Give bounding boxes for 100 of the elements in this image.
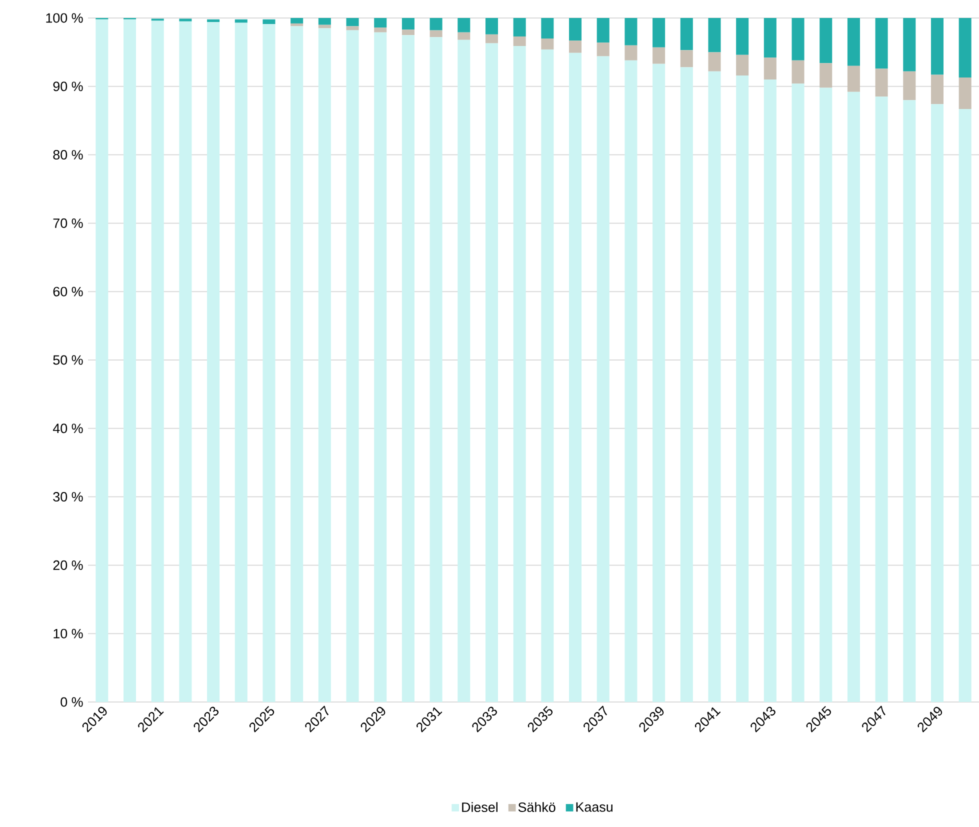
- bar: [374, 18, 387, 28]
- bar: [402, 18, 414, 30]
- bar: [179, 18, 192, 22]
- y-tick-label: 30 %: [53, 492, 83, 502]
- bar: [792, 60, 804, 84]
- y-tick-label: 80 %: [53, 150, 83, 160]
- bar: [124, 19, 136, 702]
- bar: [290, 18, 304, 24]
- bar: [764, 58, 776, 80]
- y-tick-label: 20 %: [53, 560, 83, 570]
- bar: [458, 40, 470, 702]
- bar: [569, 40, 582, 53]
- bar: [820, 88, 832, 702]
- bar: [903, 18, 916, 72]
- bar: [96, 19, 108, 702]
- bar: [569, 18, 582, 41]
- bar: [485, 34, 498, 44]
- bar: [402, 30, 414, 36]
- bar: [430, 18, 442, 30]
- bar: [485, 43, 498, 702]
- y-tick-label: 60 %: [53, 286, 83, 296]
- legend-label: Diesel: [462, 802, 498, 812]
- bar: [207, 19, 220, 22]
- bar: [262, 24, 276, 702]
- bar: [680, 67, 693, 702]
- bar: [847, 66, 860, 92]
- bar: [958, 78, 972, 109]
- bar: [903, 71, 916, 100]
- bar: [346, 26, 359, 30]
- bar: [847, 18, 860, 66]
- bar: [541, 49, 554, 702]
- bar: [569, 52, 582, 702]
- bar: [736, 75, 749, 702]
- bar: [318, 24, 331, 28]
- bar: [624, 60, 638, 702]
- bar: [513, 18, 526, 36]
- bar: [458, 18, 470, 32]
- bar: [207, 22, 220, 702]
- bar: [596, 42, 610, 56]
- bar: [374, 32, 387, 702]
- bar: [541, 38, 554, 50]
- bar: [596, 18, 610, 43]
- bar: [624, 18, 638, 46]
- bar: [374, 28, 387, 32]
- bar: [680, 18, 693, 50]
- bar: [234, 19, 248, 23]
- bar: [792, 84, 804, 702]
- bar: [652, 64, 666, 702]
- bar: [513, 46, 526, 702]
- bar: [764, 18, 776, 58]
- bar: [764, 80, 776, 702]
- bar: [402, 35, 414, 702]
- bar: [958, 18, 972, 78]
- y-tick-label: 90 %: [53, 82, 83, 92]
- bar: [875, 68, 888, 97]
- bar: [930, 18, 944, 75]
- bar: [624, 45, 638, 60]
- bar: [680, 50, 693, 68]
- bar: [708, 71, 721, 702]
- legend-label: Kaasu: [576, 802, 612, 812]
- y-tick-label: 100 %: [46, 13, 83, 23]
- bar: [903, 100, 916, 702]
- bar: [820, 18, 832, 64]
- bar: [318, 28, 331, 702]
- bar: [290, 23, 304, 26]
- y-tick-label: 70 %: [53, 218, 83, 228]
- bar: [930, 104, 944, 702]
- y-tick-label: 50 %: [53, 355, 83, 365]
- bar: [179, 21, 192, 702]
- bar: [541, 18, 554, 39]
- bar: [485, 18, 498, 34]
- bar: [736, 18, 749, 55]
- bar: [234, 22, 248, 702]
- y-tick-label: 40 %: [52, 424, 83, 434]
- y-tick-label: 0 %: [60, 697, 83, 707]
- bar: [736, 54, 749, 76]
- bar: [652, 18, 666, 48]
- bar: [792, 18, 804, 60]
- bar: [346, 18, 359, 26]
- bar: [847, 92, 860, 702]
- bar: [430, 37, 442, 702]
- legend-label: Sähkö: [518, 802, 556, 812]
- bar: [430, 30, 442, 38]
- bar: [652, 47, 666, 64]
- bar: [820, 63, 832, 88]
- bar: [596, 56, 610, 702]
- bar: [262, 19, 276, 24]
- bar: [930, 74, 944, 104]
- y-tick-label: 10 %: [54, 628, 83, 638]
- bar: [875, 96, 888, 702]
- bar: [458, 32, 470, 40]
- bar: [708, 18, 721, 52]
- bar: [290, 26, 304, 702]
- bar: [318, 18, 331, 25]
- bar: [875, 18, 888, 69]
- bar: [513, 36, 526, 46]
- bar: [346, 30, 359, 702]
- bar: [151, 20, 164, 702]
- bar: [708, 52, 721, 72]
- bar: [958, 108, 972, 702]
